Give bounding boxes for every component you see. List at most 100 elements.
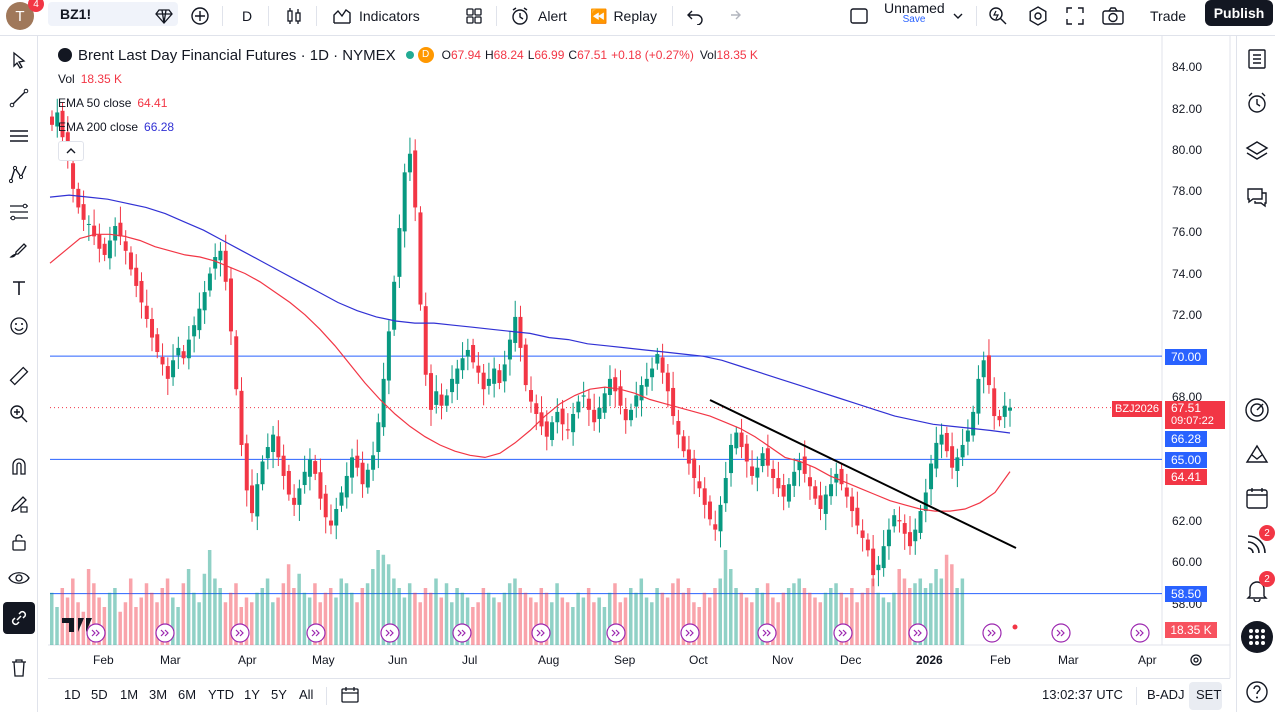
volume-bar [134,607,138,645]
candle-body [865,539,870,551]
indicators-button[interactable]: Indicators [332,4,420,28]
chat-icon[interactable] [1244,184,1270,210]
legend-volume-row[interactable]: Vol 18.35 K [58,67,758,91]
eye-icon[interactable] [7,566,31,590]
event-marker-icon [680,623,700,643]
signals-icon[interactable] [1244,531,1270,557]
candle-body [350,457,355,478]
candle-body [550,422,555,441]
range-3m[interactable]: 3M [149,687,168,702]
volume-bar [860,592,865,645]
chevron-down-icon[interactable] [952,4,964,28]
volume-bar [771,597,775,645]
event-marker-icon [380,623,400,643]
time-tick: 2026 [916,653,943,667]
badj-toggle[interactable]: B-ADJ [1147,687,1185,702]
candle-body [471,345,476,363]
replay-button[interactable]: ⏪ Replay [590,4,657,28]
candle-body [807,477,812,487]
candle-body [765,448,770,466]
layout-checkbox-icon[interactable] [849,4,869,28]
legend-ema200-row[interactable]: EMA 200 close 66.28 [58,115,758,139]
horizontal-lines-icon[interactable] [7,124,31,148]
fib-retracement-icon[interactable] [7,200,31,224]
range-ytd[interactable]: YTD [208,687,234,702]
drawing-lock-icon[interactable] [7,492,31,516]
range-1m[interactable]: 1M [120,687,139,702]
candle-body [323,493,328,518]
candle-body [902,523,907,534]
time-tick: Aug [538,653,560,667]
emoji-icon[interactable] [7,314,31,338]
range-1y[interactable]: 1Y [244,687,260,702]
range-5y[interactable]: 5Y [271,687,287,702]
volume-bar [307,597,312,645]
ohlc-close-value: 67.51 [577,48,608,62]
publish-button[interactable]: Publish [1205,0,1273,26]
trade-button[interactable]: Trade [1150,8,1187,24]
magnet-icon[interactable] [7,454,31,478]
link-icon[interactable] [3,602,35,634]
watchlist-icon[interactable] [1244,46,1270,72]
alerts-clock-icon[interactable] [1244,90,1270,116]
text-icon[interactable] [7,276,31,300]
pitchfork-icon[interactable] [7,162,31,186]
price-chart[interactable] [0,0,1236,678]
candle-body [923,492,928,512]
redo-icon[interactable] [724,4,742,28]
volume-bar [155,602,159,645]
camera-icon[interactable] [1102,4,1124,28]
clock-display[interactable]: 13:02:37 UTC [1042,687,1123,702]
range-5d[interactable]: 5D [91,687,108,702]
undo-icon[interactable] [686,4,704,28]
candle-body [813,486,818,499]
interval-button[interactable]: D [242,8,253,24]
candle-body [276,436,281,458]
volume-bar [160,588,165,645]
volume-bar [750,602,754,645]
layout-name[interactable]: Unnamed Save [884,0,945,25]
quick-search-icon[interactable] [988,4,1008,28]
time-tick: Jul [462,653,478,667]
pattern-icon[interactable] [1244,441,1270,467]
trash-icon[interactable] [7,656,31,680]
fullscreen-icon[interactable] [1066,4,1084,28]
apps-grid-icon[interactable] [1241,621,1273,653]
date-range-icon[interactable] [340,686,360,707]
settings-icon[interactable] [1028,4,1048,28]
candle-body [344,475,349,498]
candle-body [407,153,412,173]
add-symbol-icon[interactable] [190,4,210,28]
candle-body [434,391,439,405]
calendar-icon[interactable] [1244,485,1270,511]
candle-body [692,458,697,479]
zoom-in-icon[interactable] [7,402,31,426]
alert-button[interactable]: Alert [510,4,567,28]
brush-icon[interactable] [7,238,31,262]
volume-bar [665,597,670,645]
layouts-grid-icon[interactable] [465,4,483,28]
ruler-icon[interactable] [7,364,31,388]
range-1d[interactable]: 1D [64,687,81,702]
candle-body [829,484,834,497]
volume-bar [481,588,486,645]
legend-ema50-row[interactable]: EMA 50 close 64.41 [58,91,758,115]
help-icon[interactable] [1244,679,1270,705]
axis-settings-icon[interactable] [1189,653,1203,672]
session-toggle[interactable]: SET [1196,687,1222,702]
collapse-legend-button[interactable] [58,141,84,161]
volume-bar [207,550,212,645]
layers-icon[interactable] [1244,138,1270,164]
candles-icon[interactable] [284,4,304,28]
diamond-icon[interactable] [155,4,173,28]
volume-bar [681,592,686,645]
candle-body [334,508,339,526]
trend-line-icon[interactable] [7,86,31,110]
target-icon[interactable] [1244,397,1270,423]
event-arrow-icon [685,629,694,637]
cursor-icon[interactable] [7,48,31,72]
lock-icon[interactable] [7,530,31,554]
range-6m[interactable]: 6M [178,687,197,702]
volume-bar [234,583,238,645]
range-all[interactable]: All [299,687,314,702]
